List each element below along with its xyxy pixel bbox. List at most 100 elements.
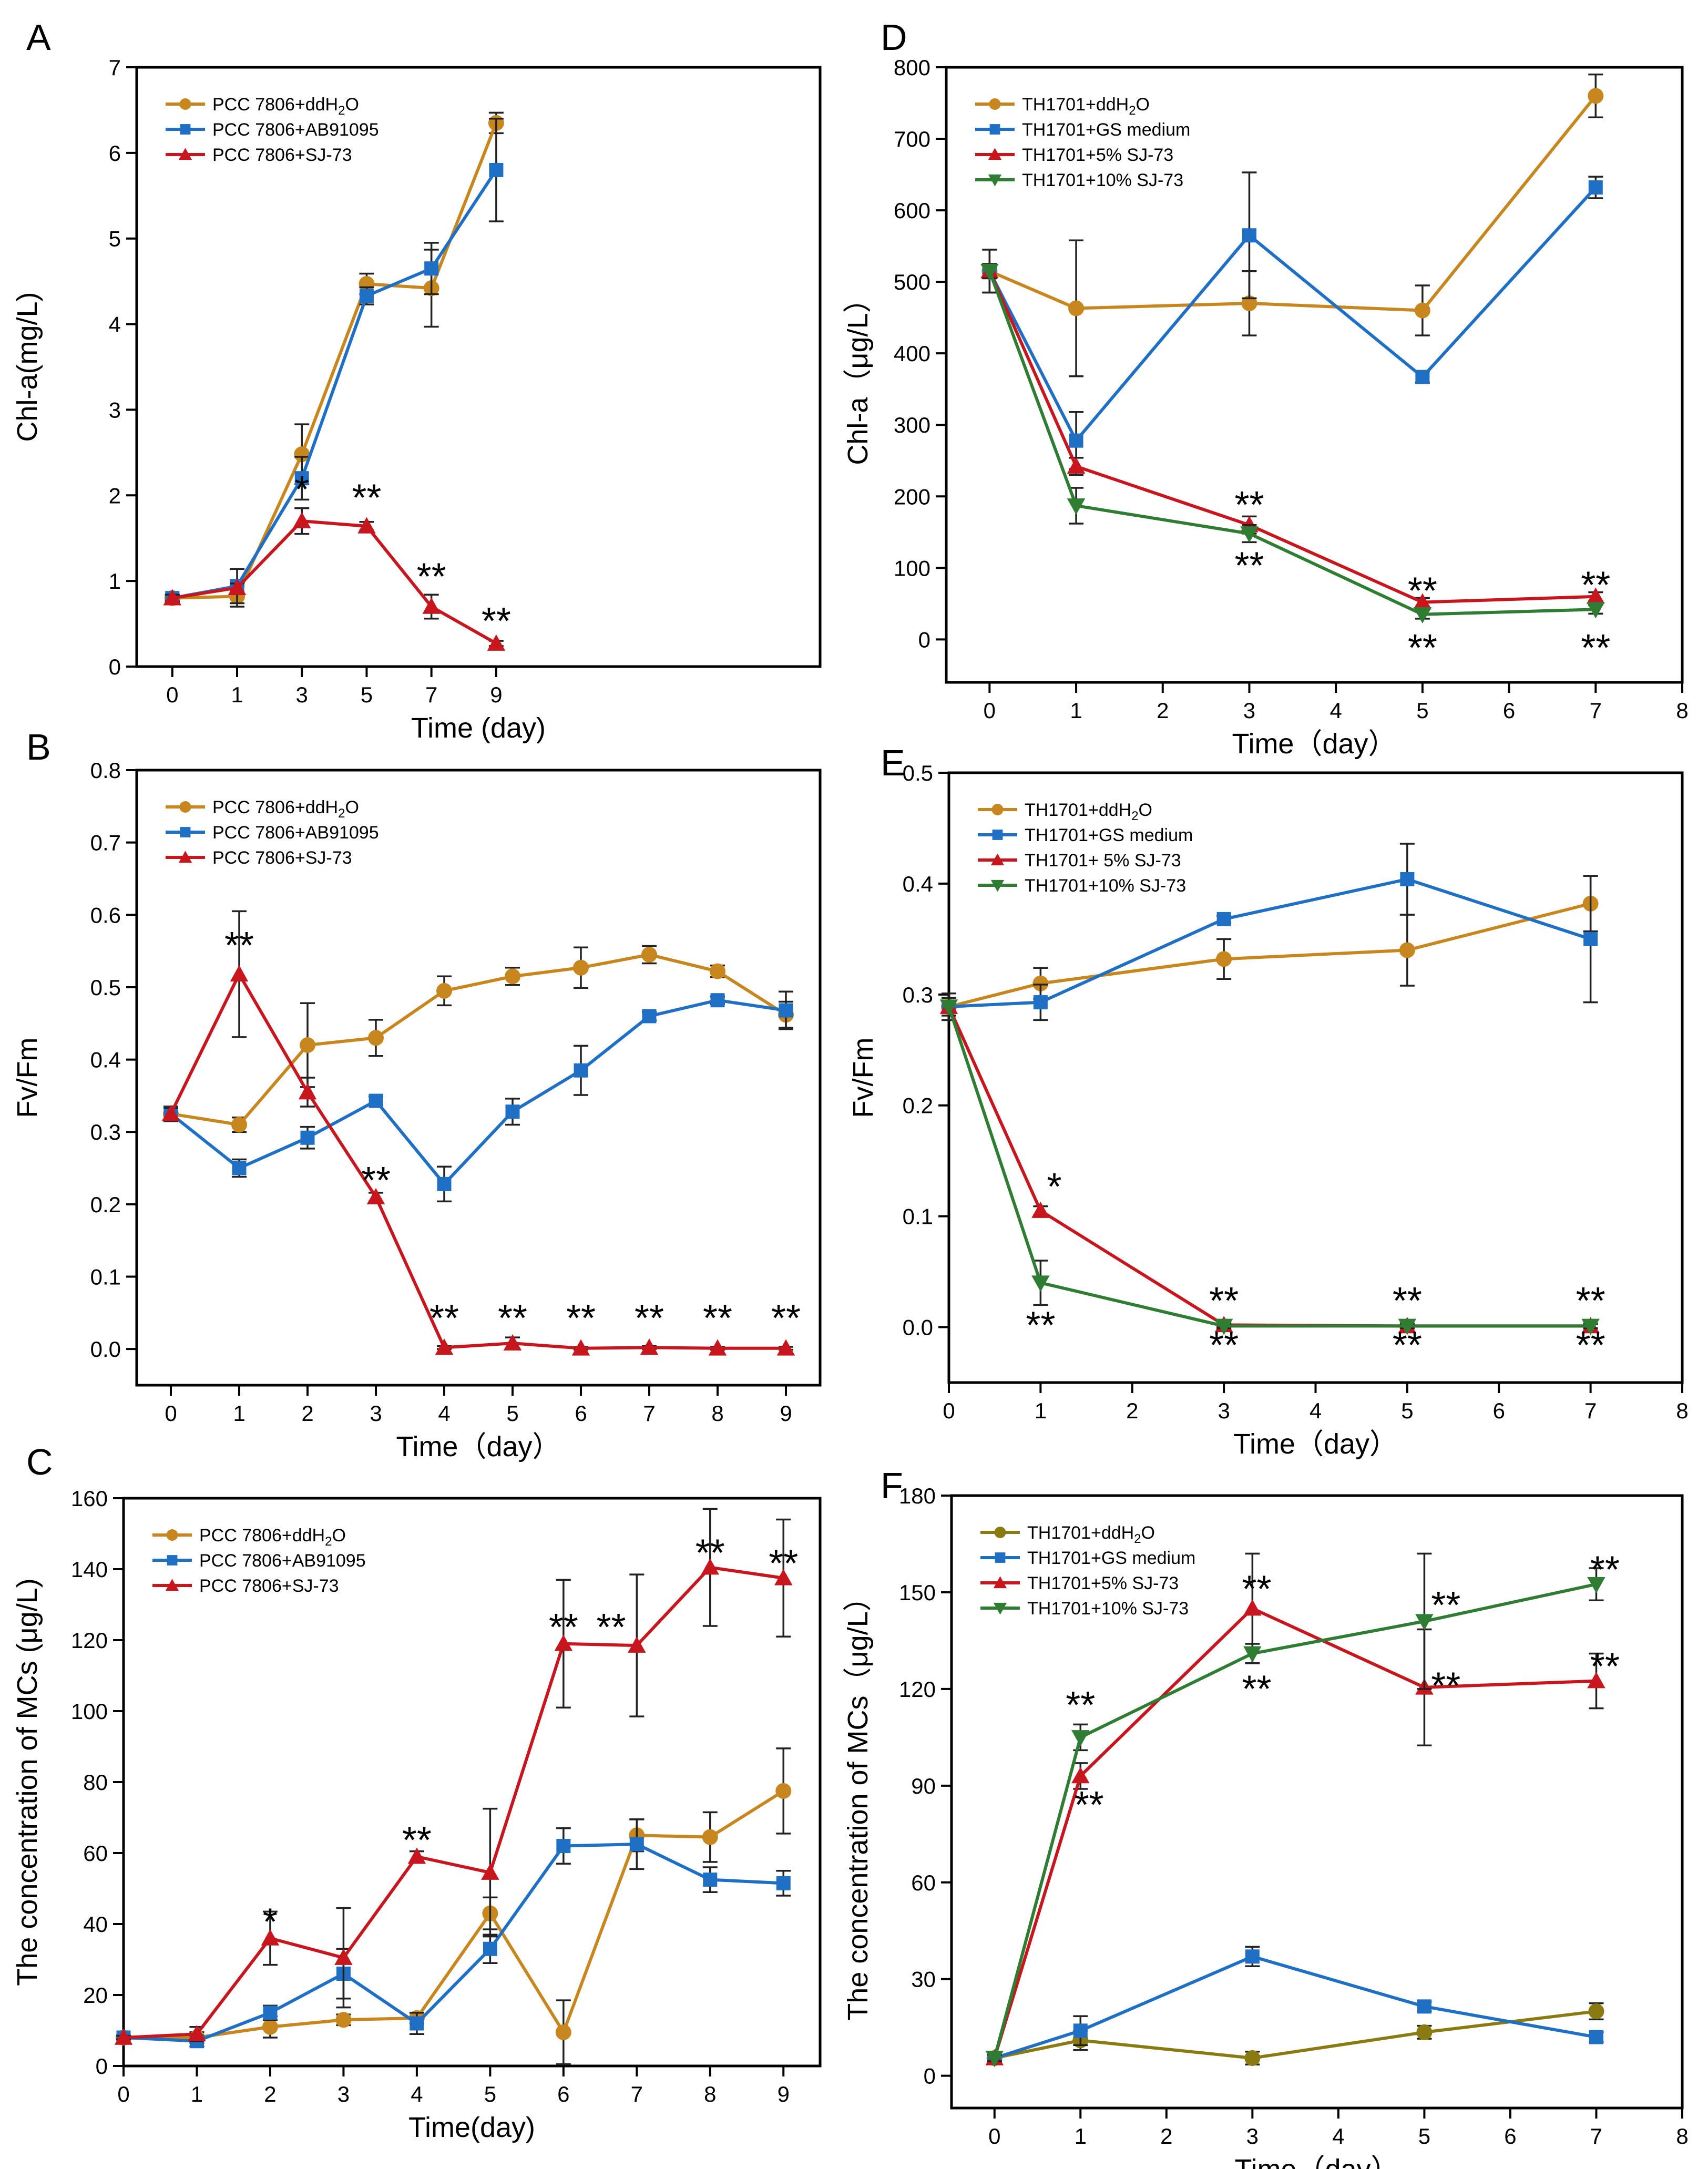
x-tick-label: 2	[1126, 1398, 1138, 1423]
data-point	[262, 2019, 278, 2035]
data-point	[629, 1837, 644, 1851]
x-tick-label: 9	[778, 2082, 790, 2106]
series-line	[172, 519, 497, 645]
y-axis-label: Chl-a（μg/L）	[842, 284, 874, 465]
y-tick-label: 150	[899, 1580, 936, 1605]
data-point	[489, 162, 504, 177]
significance-mark: *	[294, 468, 309, 510]
data-point	[774, 1569, 793, 1585]
legend-marker	[179, 801, 191, 813]
data-point	[1242, 228, 1256, 243]
legend-marker	[988, 174, 1002, 187]
data-point	[628, 1636, 646, 1653]
data-point	[1588, 180, 1603, 195]
significance-mark: **	[1242, 1568, 1272, 1610]
x-tick-label: 5	[506, 1401, 518, 1426]
significance-mark: **	[402, 1819, 432, 1861]
y-tick-label: 2	[109, 483, 121, 508]
data-point	[1588, 88, 1604, 104]
x-axis-label: Time（day）	[396, 1431, 560, 1462]
x-tick-label: 6	[1493, 1398, 1505, 1423]
legend-entry: PCC 7806+SJ-73	[199, 1576, 339, 1596]
legend-entry: TH1701+5% SJ-73	[1022, 145, 1173, 165]
legend-marker	[990, 853, 1005, 866]
data-point	[1587, 587, 1605, 604]
legend-entry: PCC 7806+SJ-73	[212, 145, 352, 165]
x-tick-label: 4	[1310, 1398, 1322, 1423]
x-tick-label: 7	[1590, 2124, 1602, 2148]
series-3	[939, 997, 1600, 1335]
y-tick-label: 0.4	[90, 1048, 121, 1072]
data-point	[1067, 498, 1086, 515]
significance-mark: **	[635, 1297, 664, 1339]
series-1	[163, 990, 793, 1203]
data-point	[424, 261, 439, 276]
y-tick-label: 0.4	[903, 872, 933, 896]
x-tick-label: 0	[988, 2124, 1000, 2148]
legend-entry: PCC 7806+AB91095	[212, 120, 379, 140]
data-point	[294, 446, 310, 463]
x-tick-label: 2	[264, 2082, 276, 2106]
x-tick-label: 7	[1584, 1398, 1597, 1423]
x-tick-label: 3	[296, 682, 308, 707]
data-point	[1032, 975, 1049, 991]
data-point	[435, 1338, 454, 1355]
legend-entry: TH1701+GS medium	[1025, 825, 1193, 845]
x-tick-label: 8	[1676, 2124, 1688, 2148]
significance-mark: **	[1209, 1280, 1239, 1322]
legend-marker	[179, 98, 191, 110]
data-point	[369, 1093, 383, 1108]
significance-mark: **	[352, 477, 381, 519]
plot-frame	[135, 66, 822, 668]
x-tick-label: 1	[1035, 1398, 1047, 1423]
x-tick-label: 8	[1676, 1398, 1688, 1423]
significance-mark: **	[703, 1297, 732, 1339]
x-tick-label: 5	[361, 682, 373, 707]
data-point	[366, 1188, 385, 1204]
y-tick-label: 0.0	[903, 1315, 933, 1340]
legend-entry: PCC 7806+AB91095	[199, 1551, 366, 1571]
y-tick-label: 80	[83, 1770, 108, 1795]
series-line	[170, 998, 786, 1186]
legend-marker	[990, 879, 1005, 892]
x-tick-label: 7	[631, 2082, 643, 2106]
x-axis-label: Time（day）	[1232, 728, 1396, 760]
x-tick-label: 4	[411, 2082, 423, 2106]
y-tick-label: 40	[83, 1912, 108, 1937]
data-point	[554, 1634, 573, 1651]
data-point	[410, 2016, 424, 2031]
panel-f: F 0 1 2 3 4 5 6 7 8 0 30 60 90 120 150 180 Time（day） The c…	[842, 1465, 1689, 2169]
data-point	[1415, 1614, 1434, 1631]
legend-entry: TH1701+GS medium	[1022, 120, 1190, 140]
significance-mark: **	[1576, 1325, 1605, 1367]
x-axis-label: Time (day)	[411, 712, 546, 744]
data-point	[1033, 995, 1048, 1010]
data-point	[188, 2025, 206, 2042]
data-point	[702, 1829, 718, 1845]
y-axis-label: Fv/Fm	[847, 1038, 879, 1118]
data-point	[1413, 607, 1432, 624]
y-axis-label: The concentration of MCs（μg/L）	[842, 1583, 874, 2020]
data-point	[505, 968, 520, 985]
data-point	[779, 1003, 793, 1018]
x-tick-label: 1	[191, 2082, 203, 2106]
data-point	[641, 947, 657, 963]
significance-mark: **	[1408, 627, 1437, 669]
plot-frame	[950, 1494, 1684, 2110]
y-tick-label: 0.5	[903, 761, 933, 785]
data-point	[701, 1558, 720, 1575]
data-point	[228, 578, 247, 595]
x-tick-label: 2	[1157, 698, 1169, 723]
data-point	[1414, 302, 1430, 319]
data-point	[481, 1863, 499, 1880]
x-axis-label: Time(day)	[408, 2112, 535, 2143]
legend-entry: PCC 7806+AB91095	[212, 823, 379, 843]
x-tick-label: 8	[704, 2082, 716, 2106]
significance-mark: **	[429, 1297, 459, 1339]
